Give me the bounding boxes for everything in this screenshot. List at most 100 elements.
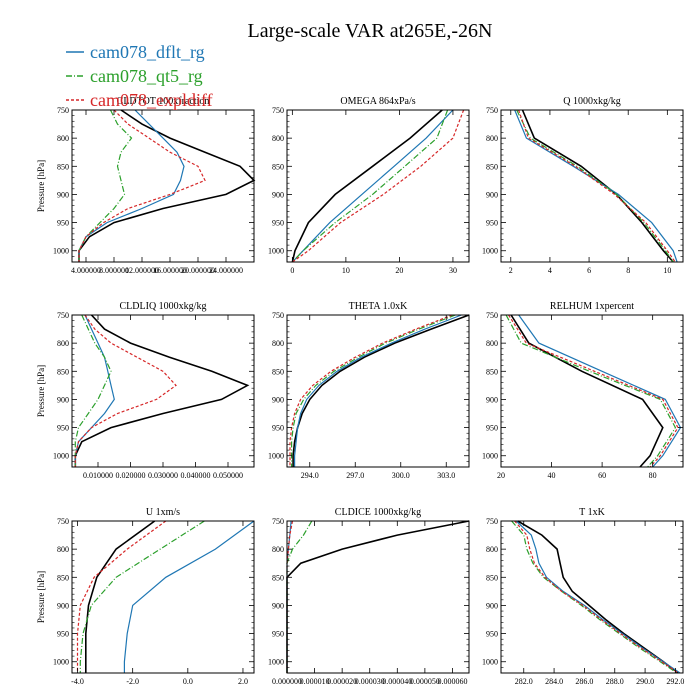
y-tick-label: 850 <box>272 573 284 582</box>
chart-panel: T 1xK 750 800 850 900 950 1000 282.0 284.0 286.0 2… <box>482 507 684 686</box>
y-tick-label: 950 <box>57 630 69 639</box>
series-line <box>78 109 256 262</box>
chart-panel: THETA 1.0xK 750 800 850 900 950 1000 294.0 297.0… <box>268 301 470 480</box>
y-tick-label: 900 <box>486 190 498 199</box>
panel-title: CLDICE 1000xkg/kg <box>335 507 421 518</box>
series-lines <box>286 520 470 673</box>
legend-label: cam078_qt5_rg <box>90 66 203 86</box>
series-line <box>518 314 682 468</box>
x-tick-label: -2.0 <box>126 677 139 686</box>
x-tick-label: 60 <box>598 471 606 480</box>
y-tick-label: 1000 <box>268 452 284 461</box>
series-line <box>286 520 313 673</box>
y-tick-label: 750 <box>486 106 498 115</box>
series-line <box>514 520 679 674</box>
series-line <box>79 520 205 673</box>
panel-grid: CLDTOT 100xfraction 750 800 850 900 950 1000 4.… <box>36 96 684 686</box>
y-tick-label: 750 <box>57 517 69 526</box>
x-tick-label: 10 <box>663 266 671 275</box>
chart-panel: RELHUM 1xpercent 750 800 850 900 950 1000 20 40 6… <box>482 301 684 480</box>
series-line <box>511 520 678 674</box>
series-line <box>74 314 115 467</box>
y-tick-label: 900 <box>272 190 284 199</box>
series-lines <box>74 314 250 467</box>
x-tick-label: 286.0 <box>575 677 593 686</box>
y-tick-label: 750 <box>57 311 69 320</box>
y-tick-label: 850 <box>486 573 498 582</box>
x-tick-label: 0.000050 <box>410 677 440 686</box>
x-tick-label: 0.010000 <box>83 471 113 480</box>
series-line <box>291 109 443 263</box>
y-tick-label: 900 <box>57 395 69 404</box>
series-lines <box>291 109 465 263</box>
series-line <box>78 109 185 262</box>
series-line <box>294 314 462 467</box>
series-line <box>292 314 470 467</box>
x-tick-label: 40 <box>548 471 556 480</box>
series-line <box>291 314 456 467</box>
y-tick-label: 750 <box>486 517 498 526</box>
plot-frame <box>500 314 684 468</box>
series-line <box>74 314 250 467</box>
series-line <box>74 314 177 467</box>
y-tick-label: 900 <box>272 395 284 404</box>
x-tick-label: 20 <box>395 266 403 275</box>
series-line <box>292 109 465 263</box>
y-tick-label: 950 <box>57 424 69 433</box>
series-line <box>123 520 255 673</box>
y-tick-label: 800 <box>57 545 69 554</box>
y-tick-label: 800 <box>272 134 284 143</box>
x-tick-label: 20 <box>497 471 505 480</box>
x-tick-label: 288.0 <box>606 677 624 686</box>
x-tick-label: 0.0 <box>183 677 193 686</box>
y-tick-label: 1000 <box>482 658 498 667</box>
plot-frame <box>286 520 470 674</box>
series-lines <box>76 520 255 673</box>
x-tick-label: 282.0 <box>515 677 533 686</box>
y-tick-label: 800 <box>272 545 284 554</box>
series-line <box>291 109 454 263</box>
y-axis-label: Pressure [hPa] <box>36 365 46 417</box>
x-tick-label: 290.0 <box>636 677 654 686</box>
plot-frame <box>71 520 255 674</box>
plot-frame <box>286 314 470 468</box>
y-tick-label: 1000 <box>268 658 284 667</box>
series-lines <box>514 109 678 263</box>
chart-panel: CLDTOT 100xfraction 750 800 850 900 950 1000 4.… <box>36 96 256 275</box>
y-tick-label: 1000 <box>482 247 498 256</box>
x-tick-label: 0.000040 <box>382 677 412 686</box>
series-line <box>515 520 681 674</box>
x-tick-label: -4.0 <box>71 677 84 686</box>
x-tick-label: 6 <box>587 266 591 275</box>
panel-title: CLDLIQ 1000xkg/kg <box>120 301 207 312</box>
y-tick-label: 950 <box>272 424 284 433</box>
x-tick-label: 0.000060 <box>437 677 467 686</box>
y-tick-label: 800 <box>486 545 498 554</box>
panel-title: CLDTOT 100xfraction <box>117 96 210 107</box>
series-line <box>85 520 156 673</box>
plot-frame <box>500 520 684 674</box>
y-axis-label: Pressure [hPa] <box>36 571 46 623</box>
series-line <box>516 109 674 263</box>
plot-frame <box>71 314 255 468</box>
figure-title: Large-scale VAR at265E,-26N <box>248 20 493 42</box>
x-tick-label: 2.0 <box>238 677 248 686</box>
x-tick-label: 0.000020 <box>327 677 357 686</box>
x-tick-label: 0.030000 <box>148 471 178 480</box>
y-tick-label: 850 <box>272 162 284 171</box>
y-tick-label: 900 <box>57 190 69 199</box>
y-tick-label: 850 <box>57 573 69 582</box>
x-tick-label: 0.040000 <box>181 471 211 480</box>
y-tick-label: 950 <box>272 219 284 228</box>
series-line <box>521 109 674 263</box>
y-tick-label: 950 <box>486 219 498 228</box>
chart-panel: Q 1000xkg/kg 750 800 850 900 950 1000 2 4 6 8 10 <box>482 96 684 275</box>
y-axis-label: Pressure [hPa] <box>36 160 46 212</box>
x-tick-label: 4.000000 <box>71 266 101 275</box>
y-tick-label: 950 <box>57 219 69 228</box>
x-tick-label: 292.0 <box>666 677 684 686</box>
x-tick-label: 300.0 <box>392 471 410 480</box>
x-tick-label: 8.000000 <box>99 266 129 275</box>
y-tick-label: 850 <box>272 367 284 376</box>
y-tick-label: 850 <box>486 162 498 171</box>
